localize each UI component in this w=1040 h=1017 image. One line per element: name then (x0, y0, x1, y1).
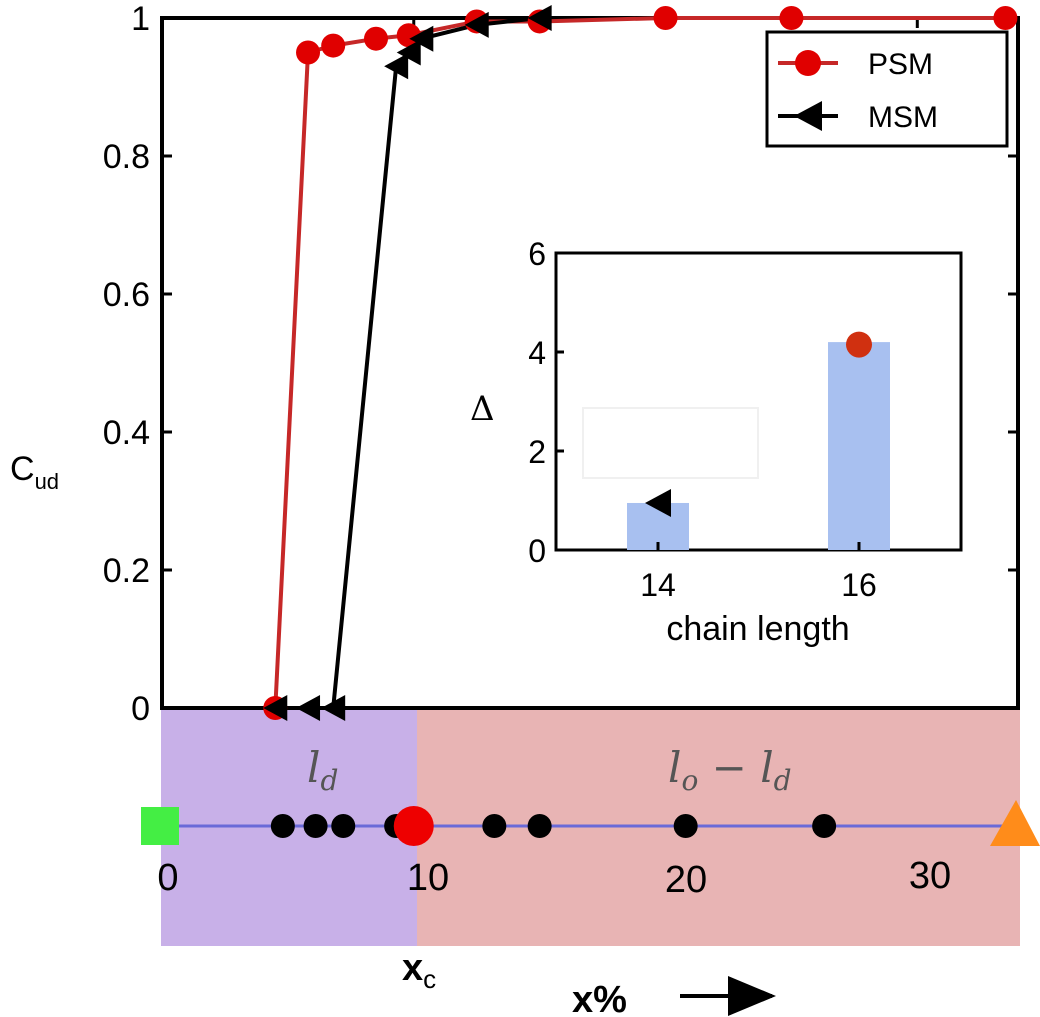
inset-y-axis-label: Δ (470, 389, 495, 429)
inset-marker-msm (645, 488, 671, 517)
y-tick-label: 0.6 (103, 276, 150, 314)
point-msm (396, 39, 421, 66)
number-line-dot (270, 814, 295, 838)
region-left-l: l (307, 743, 320, 792)
point-psm (364, 26, 388, 51)
region-right-sub2: d (774, 764, 792, 797)
number-line-dot (303, 814, 328, 838)
legend-psm-marker (795, 50, 821, 76)
inset-x-tick-label: 14 (640, 567, 676, 603)
inset-y-tick-label: 2 (528, 434, 546, 470)
xc-label: xc (402, 947, 436, 994)
y-label-sub: ud (35, 469, 59, 494)
legend-msm-label: MSM (868, 101, 938, 134)
y-tick-label: 1 (131, 0, 150, 38)
series-layer (263, 5, 1018, 721)
strip-x-tick-label: 0 (157, 857, 178, 899)
x-axis-label: x% (572, 979, 627, 1017)
strip-x-tick-label: 30 (909, 855, 951, 897)
strip-x-tick-labels: 0 10 20 30 (157, 855, 951, 901)
critical-point-dot (393, 806, 434, 846)
point-msm (409, 25, 434, 52)
number-line-dot (331, 814, 356, 838)
main-y-axis-label: Cud (10, 450, 59, 494)
number-line-dot (527, 814, 552, 838)
inset-bar-16 (828, 342, 890, 550)
number-line-dot (673, 814, 698, 838)
y-label-main: C (10, 450, 35, 488)
region-right-label: lo − ld (668, 743, 792, 797)
y-tick-label: 0.2 (103, 552, 150, 590)
number-line-dot (482, 814, 507, 838)
main-y-tick-labels: 0 0.2 0.4 0.6 0.8 1 (103, 0, 150, 728)
inset-chart: 0 2 4 6 14 16 Δ chain length (470, 236, 963, 648)
legend-msm-marker (794, 101, 822, 131)
region-left-label: ld (307, 743, 338, 797)
inset-bars (627, 331, 890, 550)
start-square (141, 807, 179, 845)
region-right-l2: l (760, 743, 773, 792)
inset-y-tick-label: 6 (528, 236, 546, 272)
region-right-minus: − (698, 743, 760, 792)
inset-y-tick-label: 4 (528, 335, 546, 371)
inset-y-tick-label: 0 (528, 533, 546, 569)
strip-x-tick-label: 10 (407, 857, 449, 899)
point-psm (296, 40, 321, 65)
inset-ticks: 0 2 4 6 14 16 (528, 236, 877, 603)
series-line-psm (273, 16, 1006, 709)
end-triangle (990, 800, 1040, 846)
y-tick-label: 0.4 (103, 414, 150, 452)
point-msm (527, 5, 552, 31)
y-tick-label: 0.8 (103, 138, 150, 176)
region-right-sub1: o (681, 764, 698, 797)
number-line-dot (812, 814, 837, 838)
point-msm (321, 695, 346, 721)
region-right-l1: l (668, 743, 681, 792)
inset-x-axis-label: chain length (666, 610, 849, 648)
inset-x-tick-label: 16 (841, 567, 877, 603)
point-msm (296, 695, 321, 721)
number-line-dots (270, 814, 837, 838)
point-psm (993, 6, 1018, 30)
region-right (417, 710, 1020, 946)
inset-frame (554, 251, 963, 552)
point-psm (653, 6, 678, 30)
y-tick-label: 0 (131, 690, 150, 728)
inset-blank-box (582, 407, 759, 479)
xc-label-sub: c (423, 964, 436, 994)
point-psm (321, 33, 346, 58)
region-left-sub: d (320, 764, 338, 797)
strip-x-tick-label: 20 (665, 859, 707, 901)
point-msm (263, 695, 288, 721)
point-msm (384, 53, 409, 80)
point-psm (779, 6, 804, 30)
legend: PSM MSM (765, 30, 1009, 148)
point-msm (464, 11, 489, 38)
inset-marker-psm (846, 331, 872, 358)
legend-psm-label: PSM (868, 48, 933, 81)
xc-label-main: x (402, 947, 423, 989)
